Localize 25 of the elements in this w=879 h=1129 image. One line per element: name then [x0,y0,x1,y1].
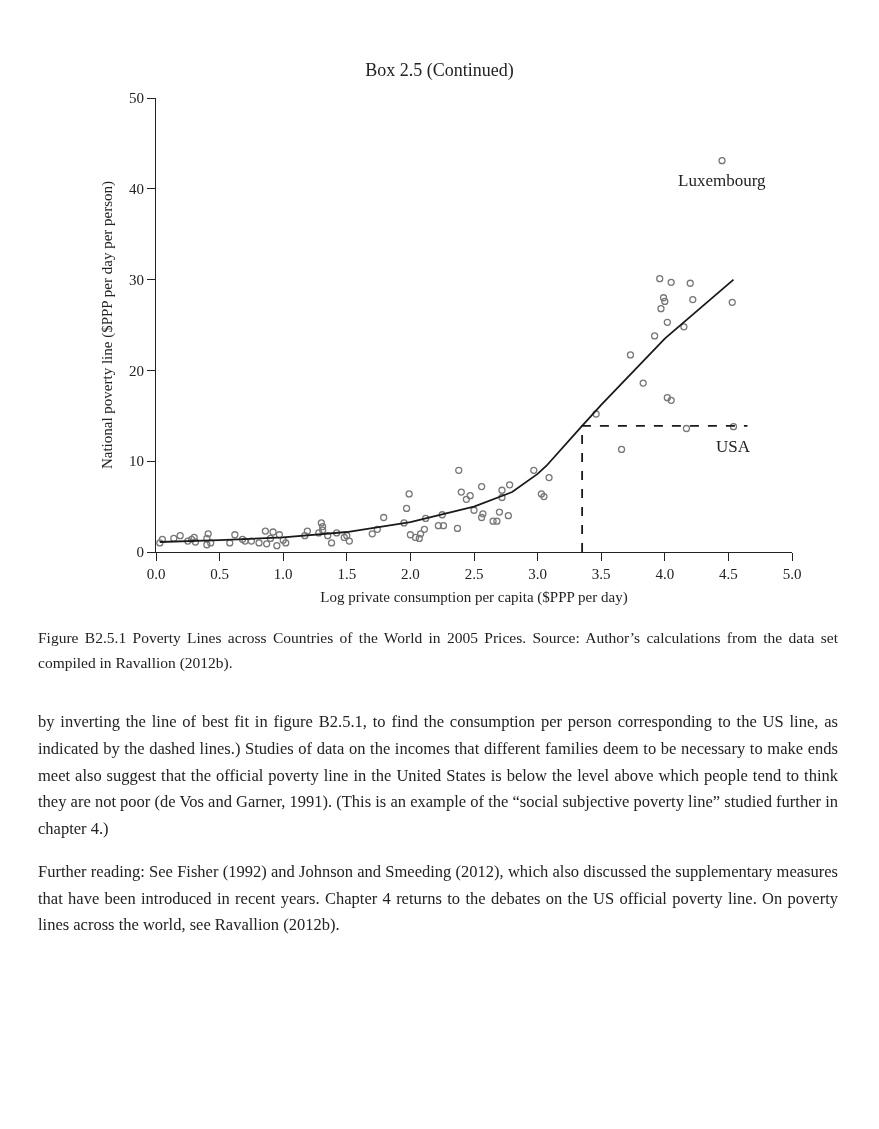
annotation: USA [716,437,751,456]
y-tick-label: 40 [128,181,144,198]
x-tick-label: 1.0 [273,566,293,583]
text: Further reading: See Fisher (1992) and Johnson and Smeeding (2012), which also discussed the supplementary measures that have been introduced in recent years. Chapter 4 returns to the debates on the US official poverty line. On poverty lines across the world, see Ravallion (2012b). [38,860,838,937]
annotation: Luxembourg [678,171,767,190]
text: by inverting the line of best fit in figure B2.5.1, to find the consumption per person corresponding to the US line, as indicated by the dashed lines.) Studies of data on the incomes that different families deem to be necessary to make ends meet also suggest that the official poverty line in the United States is below the level above which people tend to think they are not poor (de Vos and Garner, 1991). (This is an example of the “social subjective poverty line” studied further in chapter 4.) [38,711,838,841]
y-axis-title: National poverty line ($PPP per day per person) [99,180,117,470]
x-tick-label: 1.5 [337,566,357,583]
x-tick-label: 2.0 [401,566,420,583]
y-tick-label: 20 [128,362,144,379]
y-tick-label: 10 [128,453,144,470]
chart-title: Box 2.5 (Continued) [365,60,514,82]
x-tick-label: 4.5 [719,566,738,583]
y-tick-label: 30 [128,271,144,288]
y-tick-label: 50 [128,90,144,107]
x-tick-label: 3.0 [528,566,547,583]
x-tick-label: 2.5 [464,566,484,583]
x-tick-label: 0.0 [146,566,166,583]
x-tick-label: 3.5 [591,566,611,583]
x-tick-label: 0.5 [210,566,229,583]
x-tick-label: 5.0 [782,566,802,583]
x-axis-title: Log private consumption per capita ($PPP per day) [320,589,628,607]
y-tick-label: 0 [136,544,144,561]
x-tick-label: 4.0 [655,566,675,583]
caption: Figure B2.5.1 Poverty Lines across Countries of the World in 2005 Prices. Source: Author’s calculations from the data set compiled in Ravallion (2012b). [38,628,838,674]
